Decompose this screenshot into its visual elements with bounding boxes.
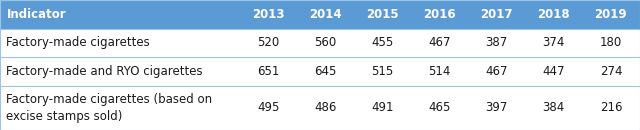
Text: 560: 560 bbox=[314, 36, 337, 49]
Text: 374: 374 bbox=[542, 36, 564, 49]
Text: 467: 467 bbox=[428, 36, 451, 49]
Text: 2016: 2016 bbox=[423, 8, 456, 21]
Text: Factory-made cigarettes: Factory-made cigarettes bbox=[6, 36, 150, 49]
Text: 2017: 2017 bbox=[480, 8, 513, 21]
Text: 514: 514 bbox=[428, 65, 451, 78]
Text: Indicator: Indicator bbox=[6, 8, 66, 21]
Bar bbox=[0, 57, 640, 86]
Text: 455: 455 bbox=[371, 36, 394, 49]
Text: 387: 387 bbox=[485, 36, 508, 49]
Text: 216: 216 bbox=[600, 101, 622, 114]
Text: 2013: 2013 bbox=[252, 8, 285, 21]
Text: 520: 520 bbox=[257, 36, 280, 49]
Text: 495: 495 bbox=[257, 101, 280, 114]
Text: 465: 465 bbox=[428, 101, 451, 114]
Text: 491: 491 bbox=[371, 101, 394, 114]
Text: 2015: 2015 bbox=[366, 8, 399, 21]
Text: Factory-made and RYO cigarettes: Factory-made and RYO cigarettes bbox=[6, 65, 203, 78]
Text: 2014: 2014 bbox=[309, 8, 342, 21]
Text: 486: 486 bbox=[314, 101, 337, 114]
Bar bbox=[0, 29, 640, 57]
Bar bbox=[0, 86, 640, 130]
Text: 384: 384 bbox=[542, 101, 564, 114]
Text: 447: 447 bbox=[542, 65, 564, 78]
Text: 397: 397 bbox=[485, 101, 508, 114]
Text: 2018: 2018 bbox=[537, 8, 570, 21]
Text: 645: 645 bbox=[314, 65, 337, 78]
Text: 651: 651 bbox=[257, 65, 280, 78]
Text: 2019: 2019 bbox=[595, 8, 627, 21]
Text: 467: 467 bbox=[485, 65, 508, 78]
Text: 180: 180 bbox=[600, 36, 622, 49]
Text: 515: 515 bbox=[371, 65, 394, 78]
Text: Factory-made cigarettes (based on
excise stamps sold): Factory-made cigarettes (based on excise… bbox=[6, 93, 212, 123]
Text: 274: 274 bbox=[600, 65, 622, 78]
Bar bbox=[0, 0, 640, 29]
